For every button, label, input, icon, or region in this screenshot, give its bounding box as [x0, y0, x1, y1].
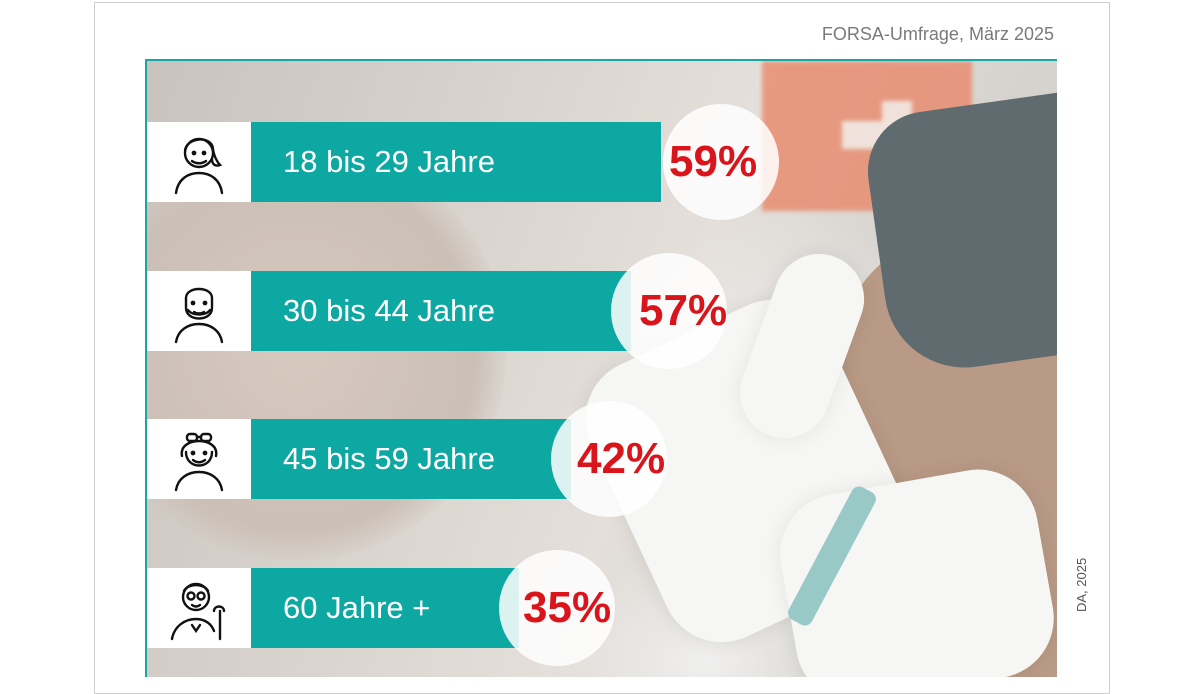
source-note: FORSA-Umfrage, März 2025 — [821, 24, 1054, 44]
value-bubble — [663, 104, 779, 220]
value-label: 59% — [669, 137, 758, 186]
photo-credit: DA, 2025 — [1074, 557, 1089, 612]
bar-label: 60 Jahre + — [283, 590, 431, 625]
young-woman-icon — [147, 122, 251, 202]
bar-label: 45 bis 59 Jahre — [283, 441, 495, 476]
bar: 30 bis 44 Jahre — [251, 271, 631, 351]
bar: 60 Jahre + — [251, 568, 519, 648]
value-bubble — [551, 401, 667, 517]
bar: 45 bis 59 Jahre — [251, 419, 571, 499]
value-label: 57% — [639, 286, 728, 335]
bearded-man-icon — [147, 271, 251, 351]
value-bubble — [611, 253, 727, 369]
bar: 18 bis 29 Jahre — [251, 122, 661, 202]
woman-with-glasses-icon — [147, 419, 251, 499]
value-label: 35% — [523, 583, 612, 632]
bar-label: 18 bis 29 Jahre — [283, 144, 495, 179]
value-bubble — [499, 550, 615, 666]
senior-man-with-cane-icon — [147, 568, 251, 648]
value-label: 42% — [577, 434, 666, 483]
bar-label: 30 bis 44 Jahre — [283, 293, 495, 328]
